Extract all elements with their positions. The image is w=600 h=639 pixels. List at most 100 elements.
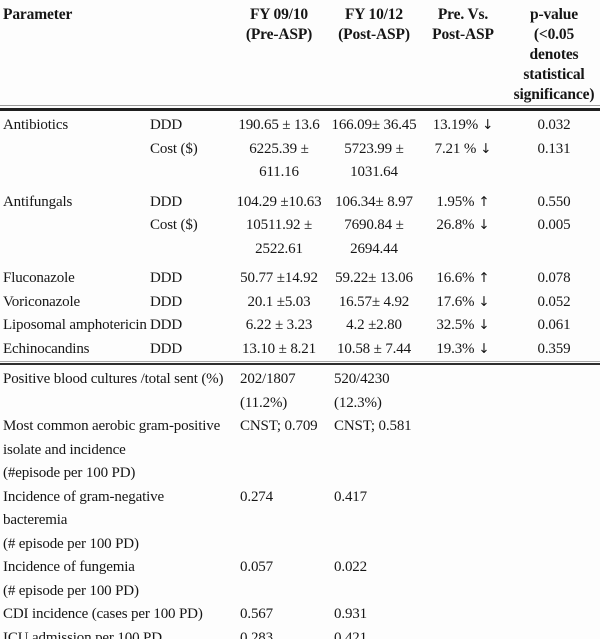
parameter-cell: ICU admission per 100 PD [3,629,162,639]
parameter-cell: Fluconazole [3,270,75,286]
table-row: ICU admission per 100 PD 0.283 0.421 [0,627,600,639]
table-row: Echinocandins DDD 13.10 ± 8.21 10.58 ± 7… [0,338,600,362]
table-row: Positive blood cultures /total sent (%) … [0,365,600,415]
parameter-cell: Incidence of fungemia (# episode per 100… [3,559,139,599]
p-value-cell: 0.061 [537,317,571,333]
metric-cell: Cost ($) [150,217,198,233]
table-header-row: Parameter FY 09/10 (Pre-ASP) FY 10/12 (P… [0,0,600,105]
change-value: 26.8% [436,217,475,233]
empty-cell [418,365,600,415]
post-asp-value: 106.34± 8.97 [335,193,413,210]
post-asp-value: 0.417 [334,488,368,505]
post-asp-value: 0.421 [334,629,368,639]
pre-asp-value: 0.274 [240,488,274,505]
change-value: 16.6% [436,270,475,286]
parameter-cell: Incidence of gram-negative bacteremia (#… [3,488,165,552]
parameter-cell: CDI incidence (cases per 100 PD) [3,606,203,622]
parameter-cell: Voriconazole [3,293,81,310]
change-cell: 7.21 % ↓ [418,138,508,191]
change-cell: 17.6% ↓ [418,291,508,315]
pre-asp-value: 104.29 ±10.63 [236,193,322,210]
post-asp-value: 520/4230 (12.3%) [334,371,390,411]
change-cell: 19.3% ↓ [418,338,508,362]
change-cell: 32.5% ↓ [418,314,508,338]
pre-asp-value: 190.65 ± 13.6 [238,117,320,133]
table-row: Incidence of fungemia (# episode per 100… [0,556,600,603]
table-row: Cost ($) 10511.92 ± 2522.61 7690.84 ± 26… [0,214,600,267]
post-asp-value: 0.022 [334,559,368,575]
change-value: 7.21 % [434,140,477,157]
metric-cell: DDD [150,317,183,333]
parameter-cell: Antibiotics [3,117,69,133]
change-value: 1.95% [436,193,475,210]
pre-asp-value: 202/1807 (11.2%) [240,371,296,411]
metric-cell: DDD [150,340,183,357]
change-value: 13.19% [432,117,479,133]
table-row: Fluconazole DDD 50.77 ±14.92 59.22± 13.0… [0,267,600,291]
p-value-cell: 0.032 [537,117,571,133]
section-divider-rule [0,361,600,365]
post-asp-value: 59.22± 13.06 [335,270,413,286]
post-asp-value: CNST; 0.581 [334,418,412,434]
table-row: Incidence of gram-negative bacteremia (#… [0,486,600,557]
table-row: Voriconazole DDD 20.1 ±5.03 16.57± 4.92 … [0,291,600,315]
post-asp-value: 16.57± 4.92 [338,293,410,310]
metric-cell: DDD [150,293,183,310]
post-asp-value: 10.58 ± 7.44 [337,340,411,357]
table-row: Antifungals DDD 104.29 ±10.63 106.34± 8.… [0,191,600,215]
post-asp-value: 7690.84 ± 2694.44 [344,217,404,257]
trend-arrow-icon: ↑ [478,193,490,210]
table-row: Cost ($) 6225.39 ± 611.16 5723.99 ± 1031… [0,138,600,191]
change-cell: 26.8% ↓ [418,214,508,267]
p-value-cell: 0.131 [537,140,571,157]
mid-rule-row [0,361,600,365]
pre-asp-value: 50.77 ±14.92 [240,270,318,286]
post-asp-value: 166.09± 36.45 [331,117,417,133]
header-rule-row [0,105,600,111]
trend-arrow-icon: ↓ [478,340,490,357]
header-rule [0,105,600,111]
pre-asp-value: 10511.92 ± 2522.61 [245,217,313,257]
pre-asp-value: 13.10 ± 8.21 [242,340,316,357]
change-cell: 16.6% ↑ [418,267,508,291]
post-asp-value: 5723.99 ± 1031.64 [344,140,404,181]
p-value-cell: 0.359 [537,340,571,357]
empty-cell [418,486,600,557]
table-row: Most common aerobic gram-positive isolat… [0,415,600,486]
metric-cell: DDD [150,117,183,133]
parameter-cell [0,214,150,267]
header-parameter: Parameter [3,6,73,23]
p-value-cell: 0.550 [537,193,571,210]
change-cell: 13.19% ↓ [418,111,508,138]
drug-section: Antibiotics DDD 190.65 ± 13.6 166.09± 36… [0,111,600,365]
post-asp-value: 0.931 [334,606,368,622]
table-row: CDI incidence (cases per 100 PD) 0.567 0… [0,603,600,627]
parameter-cell [0,138,150,191]
metric-cell: DDD [150,270,183,286]
metric-cell: Cost ($) [150,140,198,157]
pre-asp-value: CNST; 0.709 [240,418,318,434]
empty-cell [418,556,600,603]
pre-asp-value: 6225.39 ± 611.16 [249,140,309,181]
pre-asp-value: 0.057 [240,559,274,575]
trend-arrow-icon: ↓ [478,217,490,233]
pre-asp-value: 20.1 ±5.03 [247,293,311,310]
pre-asp-value: 0.567 [240,606,274,622]
empty-cell [418,415,600,486]
outcome-section: Positive blood cultures /total sent (%) … [0,365,600,639]
table-row: Antibiotics DDD 190.65 ± 13.6 166.09± 36… [0,111,600,138]
p-value-cell: 0.052 [537,293,571,310]
header-p-value: p-value (<0.05 denotes statistical signi… [513,6,595,103]
table-row: Liposomal amphotericin DDD 6.22 ± 3.23 4… [0,314,600,338]
pre-asp-value: 6.22 ± 3.23 [245,317,313,333]
change-value: 17.6% [436,293,475,310]
empty-cell [418,627,600,639]
parameter-cell: Antifungals [3,193,73,210]
trend-arrow-icon: ↑ [478,270,490,286]
header-fy-post-asp: FY 10/12 (Post-ASP) [338,6,410,43]
parameter-cell: Positive blood cultures /total sent (%) [3,371,224,387]
parameter-cell: Liposomal amphotericin [3,317,147,333]
change-value: 19.3% [436,340,475,357]
